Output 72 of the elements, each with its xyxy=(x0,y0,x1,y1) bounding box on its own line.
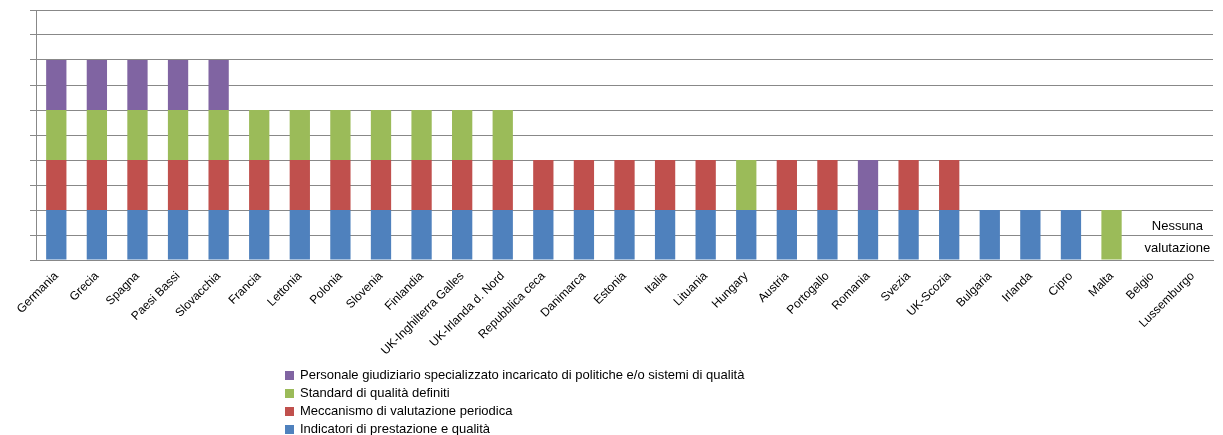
bar xyxy=(614,160,635,210)
bar xyxy=(939,210,960,260)
bar xyxy=(776,210,797,260)
bar xyxy=(127,160,148,210)
bar xyxy=(370,160,392,210)
bar xyxy=(208,160,229,210)
bar xyxy=(452,160,473,210)
bar xyxy=(857,210,879,260)
bar xyxy=(208,210,229,260)
bar xyxy=(979,210,1000,260)
bar xyxy=(492,210,513,260)
bar xyxy=(167,110,189,160)
bar xyxy=(289,110,310,160)
bar xyxy=(127,60,148,110)
bar xyxy=(898,160,919,210)
bar xyxy=(939,160,960,210)
bar xyxy=(249,210,270,260)
bar xyxy=(573,210,595,260)
bar xyxy=(289,210,310,260)
bar xyxy=(898,210,919,260)
bar xyxy=(614,210,635,260)
bar xyxy=(330,110,351,160)
bar xyxy=(492,160,513,210)
bar xyxy=(370,210,392,260)
bar xyxy=(86,210,108,260)
bar xyxy=(654,210,676,260)
bar xyxy=(533,160,554,210)
legend-label: Meccanismo di valutazione periodica xyxy=(300,402,513,420)
bar xyxy=(533,210,554,260)
bar xyxy=(249,110,270,160)
bar xyxy=(411,160,432,210)
bar xyxy=(86,110,108,160)
bar xyxy=(452,210,473,260)
bar xyxy=(695,160,716,210)
legend-label: Indicatori di prestazione e qualità xyxy=(300,420,491,435)
bar xyxy=(86,60,108,110)
bar xyxy=(167,160,189,210)
legend-label: Personale giudiziario specializzato incaricato di politiche e/o sistemi di qualità xyxy=(300,366,745,384)
bar xyxy=(817,210,838,260)
bar xyxy=(46,110,67,160)
legend-label: Standard di qualità definiti xyxy=(300,384,450,402)
bar xyxy=(46,210,67,260)
bar xyxy=(857,160,879,210)
bar xyxy=(411,110,432,160)
bar xyxy=(86,160,108,210)
bar xyxy=(573,160,595,210)
bar xyxy=(736,210,757,260)
bar xyxy=(167,60,189,110)
bar xyxy=(817,160,838,210)
bar xyxy=(330,160,351,210)
bar xyxy=(46,60,67,110)
bar xyxy=(411,210,432,260)
bar xyxy=(249,160,270,210)
bar xyxy=(1020,210,1041,260)
bar xyxy=(1101,210,1122,260)
bar xyxy=(127,110,148,160)
bar xyxy=(370,110,392,160)
bar xyxy=(654,160,676,210)
bar xyxy=(1060,210,1082,260)
bar xyxy=(695,210,716,260)
bar xyxy=(776,160,797,210)
annotation: Nessuna valutazione xyxy=(1144,217,1211,255)
bar xyxy=(330,210,351,260)
bar xyxy=(208,60,229,110)
bar xyxy=(46,160,67,210)
bar xyxy=(452,110,473,160)
bar xyxy=(289,160,310,210)
bar xyxy=(127,210,148,260)
bar xyxy=(736,160,757,210)
bar xyxy=(492,110,513,160)
bar xyxy=(208,110,229,160)
bar xyxy=(167,210,189,260)
